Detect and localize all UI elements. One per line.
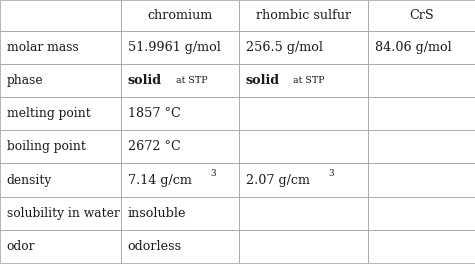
Bar [121, 163, 239, 197]
Text: 3: 3 [210, 169, 216, 178]
Bar [239, 163, 368, 197]
Bar [0, 230, 121, 263]
Text: solid: solid [128, 74, 162, 87]
Bar [368, 163, 475, 197]
Text: 2672 °C: 2672 °C [128, 140, 180, 153]
Bar [0, 31, 121, 64]
Text: chromium: chromium [147, 9, 213, 22]
Bar [121, 31, 239, 64]
Bar [0, 64, 121, 97]
Bar [239, 97, 368, 130]
Bar [368, 0, 475, 31]
Text: 256.5 g/mol: 256.5 g/mol [246, 41, 323, 54]
Bar [0, 97, 121, 130]
Bar [239, 197, 368, 230]
Text: 3: 3 [328, 169, 334, 178]
Text: rhombic sulfur: rhombic sulfur [256, 9, 351, 22]
Bar [121, 64, 239, 97]
Bar [121, 0, 239, 31]
Text: insoluble: insoluble [128, 207, 186, 220]
Bar [368, 97, 475, 130]
Text: density: density [7, 174, 52, 187]
Text: 7.14 g/cm: 7.14 g/cm [128, 174, 191, 187]
Bar [0, 163, 121, 197]
Text: CrS: CrS [409, 9, 434, 22]
Text: 1857 °C: 1857 °C [128, 107, 180, 120]
Bar [368, 64, 475, 97]
Bar [0, 197, 121, 230]
Text: molar mass: molar mass [7, 41, 78, 54]
Bar [368, 130, 475, 163]
Text: odorless: odorless [128, 240, 182, 253]
Bar [239, 130, 368, 163]
Bar [121, 130, 239, 163]
Text: 2.07 g/cm: 2.07 g/cm [246, 174, 310, 187]
Bar [239, 64, 368, 97]
Bar [121, 197, 239, 230]
Bar [121, 97, 239, 130]
Text: phase: phase [7, 74, 43, 87]
Text: 84.06 g/mol: 84.06 g/mol [375, 41, 452, 54]
Bar [121, 230, 239, 263]
Bar [0, 0, 121, 31]
Text: odor: odor [7, 240, 35, 253]
Text: melting point: melting point [7, 107, 90, 120]
Bar [0, 130, 121, 163]
Text: boiling point: boiling point [7, 140, 86, 153]
Text: solid: solid [246, 74, 280, 87]
Text: 51.9961 g/mol: 51.9961 g/mol [128, 41, 221, 54]
Bar [368, 31, 475, 64]
Bar [239, 0, 368, 31]
Bar [368, 230, 475, 263]
Text: at STP: at STP [176, 76, 207, 85]
Bar [239, 230, 368, 263]
Bar [239, 31, 368, 64]
Text: at STP: at STP [294, 76, 325, 85]
Text: solubility in water: solubility in water [7, 207, 119, 220]
Bar [368, 197, 475, 230]
